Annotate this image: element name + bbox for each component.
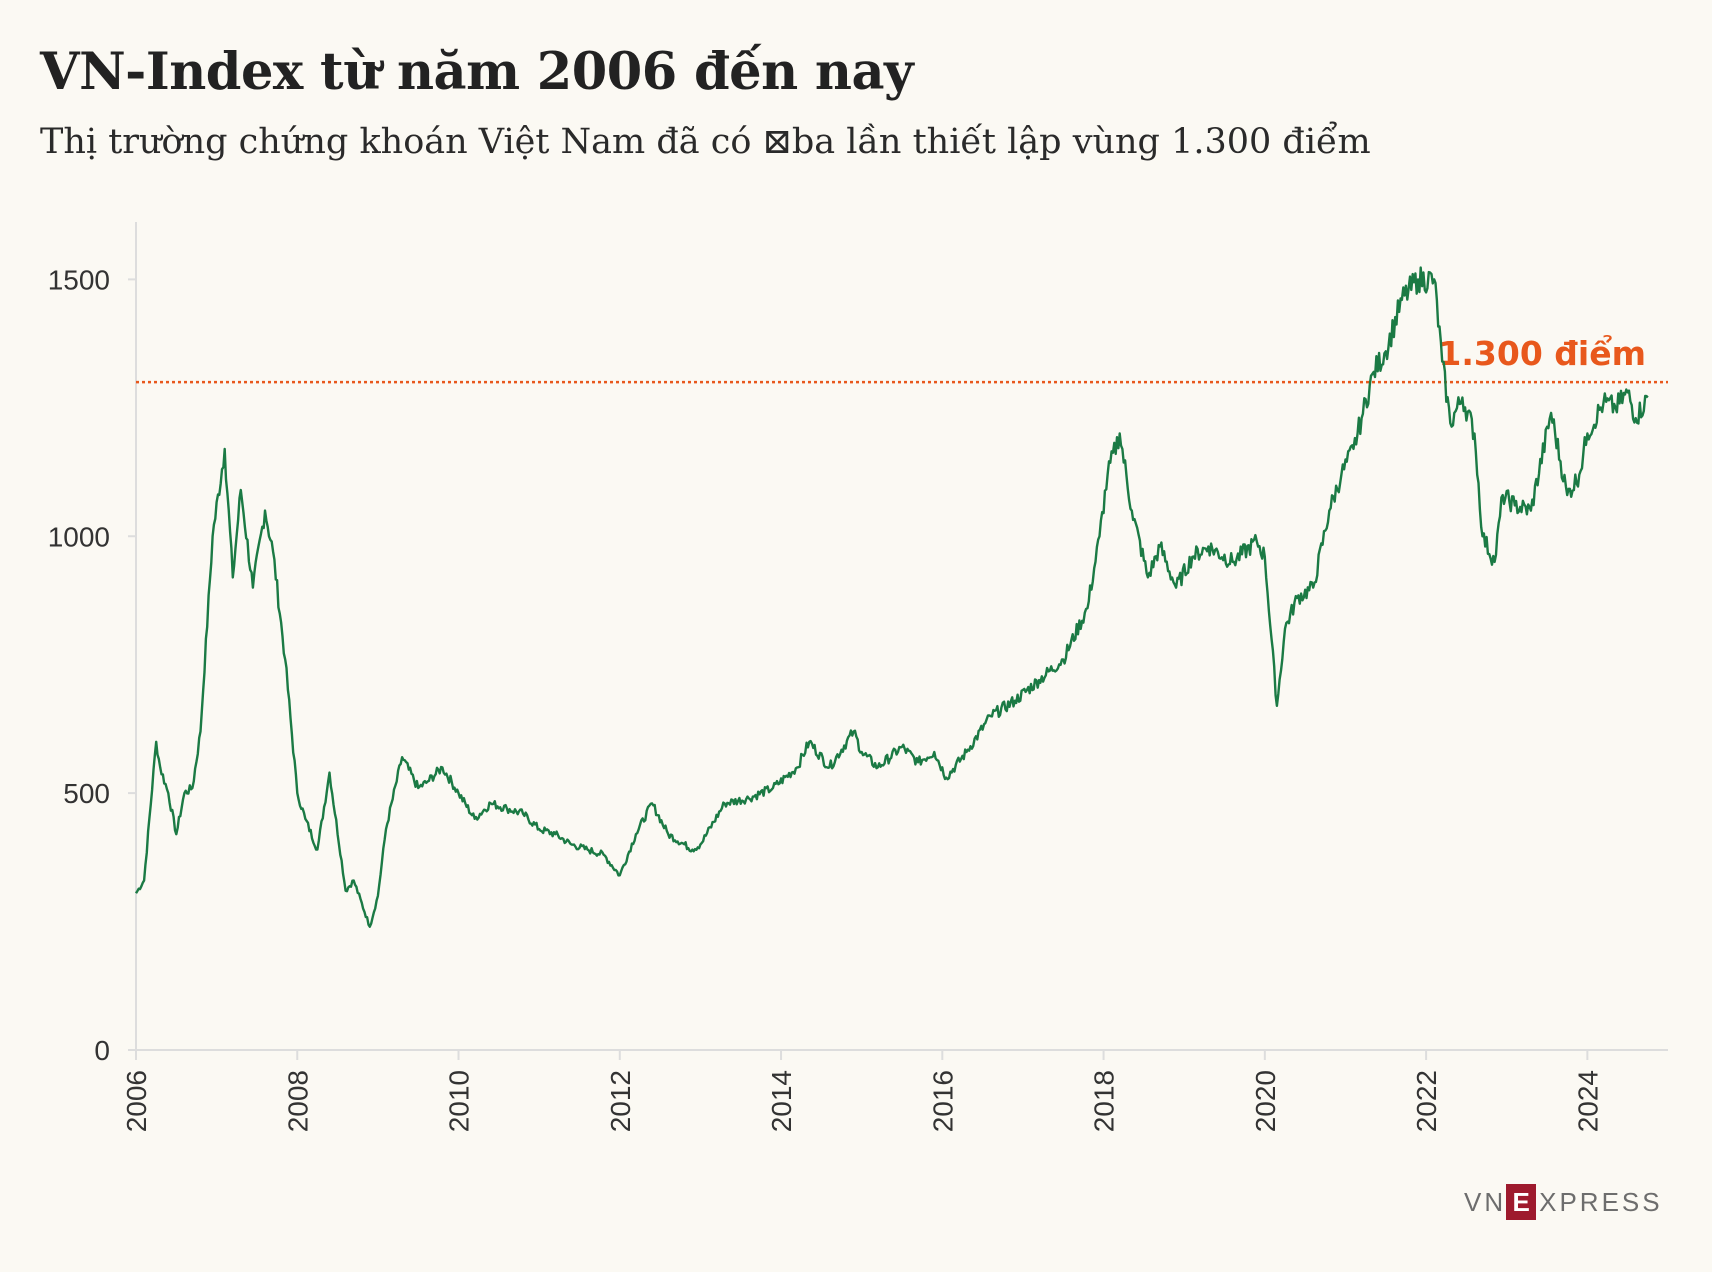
x-tick-label: 2020 <box>1250 1070 1281 1132</box>
x-tick-label: 2012 <box>605 1070 636 1132</box>
x-tick-label: 2010 <box>444 1070 475 1132</box>
y-tick-label: 1500 <box>48 264 110 295</box>
logo-prefix: VN <box>1464 1186 1507 1217</box>
x-tick-label: 2024 <box>1572 1070 1603 1132</box>
y-tick-label: 0 <box>94 1035 110 1066</box>
x-tick-label: 2006 <box>121 1070 152 1132</box>
x-tick-label: 2016 <box>927 1070 958 1132</box>
x-tick-label: 2022 <box>1411 1070 1442 1132</box>
x-tick-label: 2014 <box>766 1070 797 1132</box>
series-line-vn-index <box>134 266 1649 928</box>
logo-suffix: XPRESS <box>1539 1186 1663 1217</box>
chart-title: VN-Index từ năm 2006 đến nay <box>40 42 914 102</box>
y-tick-label: 1000 <box>48 521 110 552</box>
x-tick-label: 2018 <box>1089 1070 1120 1132</box>
chart-subtitle: Thị trường chứng khoán Việt Nam đã có ⊠b… <box>40 122 1371 162</box>
vnexpress-logo: VN E XPRESS <box>1464 1184 1663 1220</box>
x-tick-label: 2008 <box>282 1070 313 1132</box>
logo-e-box: E <box>1506 1184 1537 1220</box>
reference-line-label: 1.300 điểm <box>1438 333 1646 373</box>
y-tick-label: 500 <box>63 778 110 809</box>
